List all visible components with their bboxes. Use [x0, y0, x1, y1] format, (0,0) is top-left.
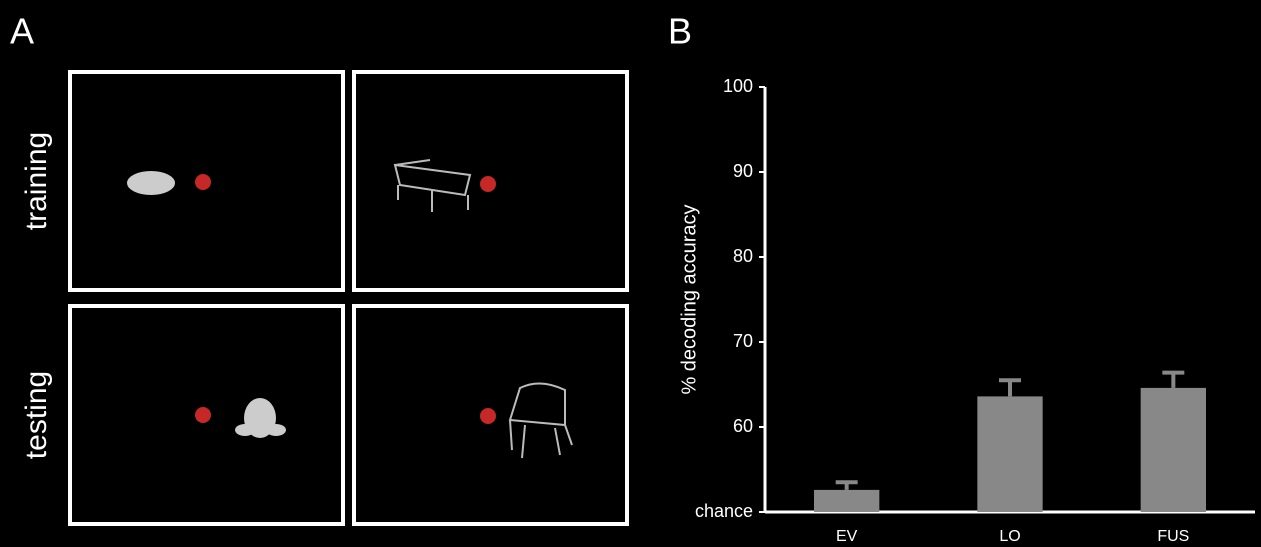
fixation-dot	[480, 176, 496, 192]
turtle	[127, 171, 175, 195]
y-tick-label: 90	[733, 161, 753, 181]
x-tick-label: FUS	[1157, 528, 1189, 545]
panel-label: A	[10, 11, 34, 52]
y-tick-label: 100	[723, 76, 753, 96]
y-tick-label: 80	[733, 246, 753, 266]
bar	[814, 490, 879, 512]
y-tick-label: 70	[733, 331, 753, 351]
x-tick-label: LO	[999, 528, 1020, 545]
y-tick-label: chance	[695, 501, 753, 521]
fixation-dot	[195, 174, 211, 190]
bar	[977, 396, 1042, 512]
fixation-dot	[480, 408, 496, 424]
x-tick-label: EV	[836, 528, 858, 545]
figure: A B training testing % decoding accuracy…	[0, 0, 1261, 547]
fixation-dot	[195, 407, 211, 423]
row-label: training	[20, 132, 53, 230]
y-tick-label: 60	[733, 416, 753, 436]
bar	[1141, 388, 1206, 512]
background	[0, 0, 1261, 547]
y-axis-label: % decoding accuracy	[678, 204, 700, 394]
panel-label: B	[668, 11, 692, 52]
row-label: testing	[20, 371, 53, 459]
